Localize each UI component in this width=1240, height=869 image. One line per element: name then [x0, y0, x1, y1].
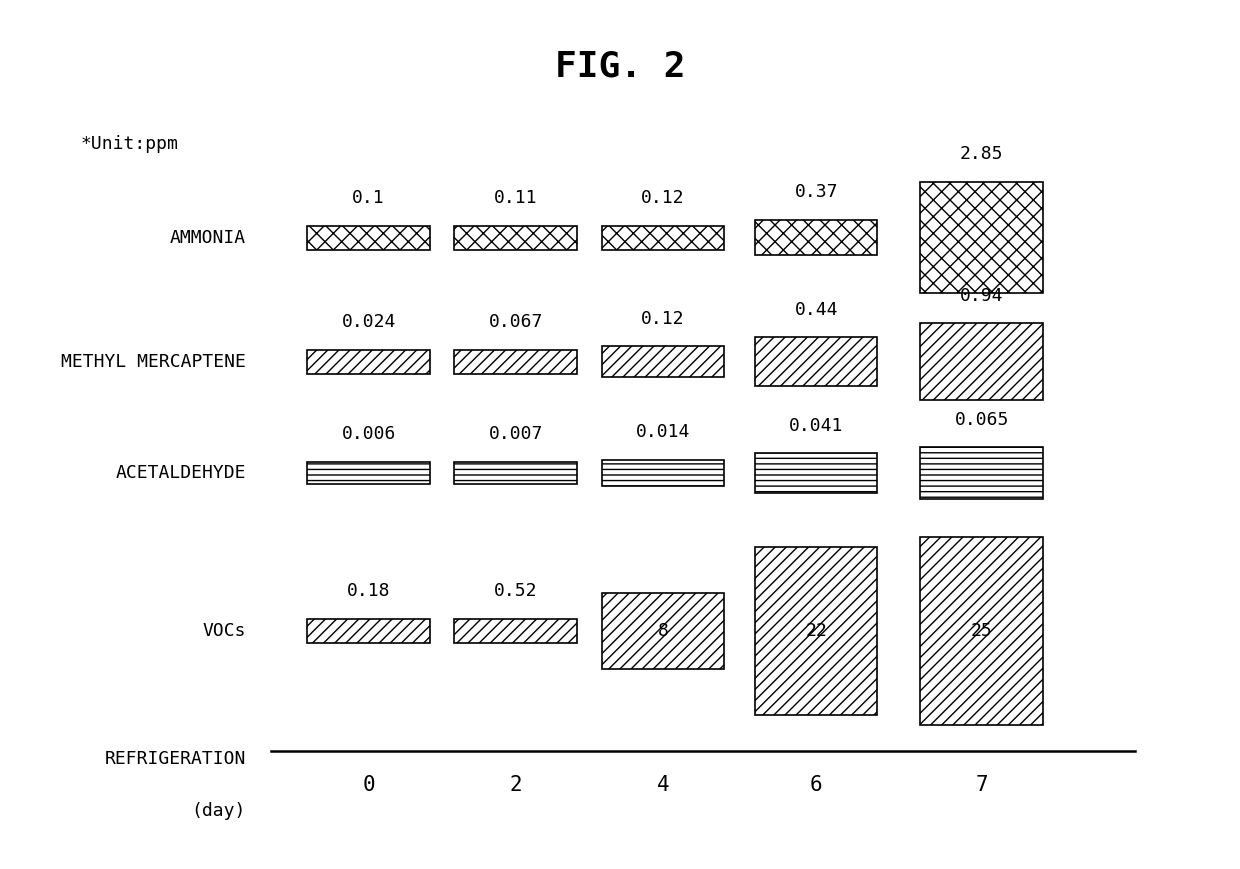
Text: 0.37: 0.37 — [795, 183, 838, 202]
Text: 0.12: 0.12 — [641, 309, 684, 328]
Text: 0.006: 0.006 — [341, 425, 396, 443]
Text: FIG. 2: FIG. 2 — [554, 50, 686, 83]
Bar — [455, 461, 577, 484]
Text: 0.041: 0.041 — [789, 416, 843, 434]
Text: 0.014: 0.014 — [636, 423, 691, 441]
Bar — [455, 226, 577, 249]
Bar — [601, 460, 724, 486]
Text: 0.94: 0.94 — [960, 287, 1003, 304]
Bar — [455, 350, 577, 374]
Text: 0.024: 0.024 — [341, 313, 396, 331]
Bar — [455, 620, 577, 643]
Text: 0.18: 0.18 — [347, 582, 391, 600]
Text: 0.007: 0.007 — [489, 425, 543, 443]
Text: AMMONIA: AMMONIA — [170, 229, 246, 247]
Text: 0.067: 0.067 — [489, 313, 543, 331]
Text: 4: 4 — [657, 775, 670, 795]
Text: REFRIGERATION: REFRIGERATION — [104, 751, 246, 768]
Bar — [755, 220, 878, 255]
Bar — [920, 537, 1043, 726]
Bar — [601, 226, 724, 249]
Text: 0.1: 0.1 — [352, 189, 384, 207]
Text: 6: 6 — [810, 775, 822, 795]
Text: 0.12: 0.12 — [641, 189, 684, 207]
Bar — [755, 547, 878, 715]
Bar — [308, 350, 430, 374]
Text: *Unit:ppm: *Unit:ppm — [81, 135, 179, 153]
Text: 8: 8 — [657, 622, 668, 640]
Bar — [920, 182, 1043, 294]
Text: ACETALDEHYDE: ACETALDEHYDE — [115, 464, 246, 482]
Text: (day): (day) — [192, 802, 246, 819]
Text: METHYL MERCAPTENE: METHYL MERCAPTENE — [61, 353, 246, 371]
Bar — [920, 448, 1043, 499]
Text: 7: 7 — [976, 775, 988, 795]
Text: 0: 0 — [362, 775, 374, 795]
Text: 2: 2 — [510, 775, 522, 795]
Bar — [601, 593, 724, 669]
Bar — [920, 323, 1043, 401]
Text: 22: 22 — [805, 622, 827, 640]
Text: VOCs: VOCs — [202, 622, 246, 640]
Text: 0.44: 0.44 — [795, 301, 838, 319]
Bar — [308, 620, 430, 643]
Bar — [308, 462, 430, 484]
Text: 2.85: 2.85 — [960, 145, 1003, 163]
Bar — [755, 337, 878, 386]
Text: 25: 25 — [971, 622, 992, 640]
Bar — [601, 347, 724, 377]
Text: 0.065: 0.065 — [955, 410, 1009, 428]
Text: 0.11: 0.11 — [494, 189, 537, 207]
Bar — [755, 454, 878, 493]
Bar — [308, 226, 430, 249]
Text: 0.52: 0.52 — [494, 582, 537, 600]
